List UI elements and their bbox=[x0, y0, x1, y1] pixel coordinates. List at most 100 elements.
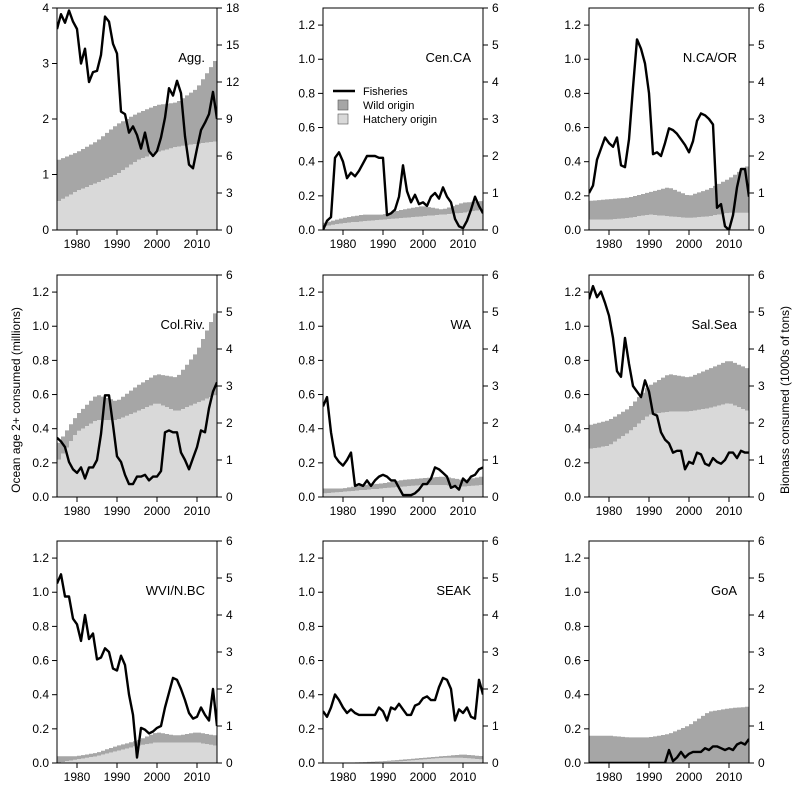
y-tick-label: 0.0 bbox=[564, 223, 581, 237]
y-tick-label: 0.6 bbox=[564, 654, 581, 668]
y-tick-label: 1.0 bbox=[298, 52, 315, 66]
x-tick-label: 1990 bbox=[636, 770, 663, 784]
fisheries-line bbox=[57, 381, 217, 486]
y-tick-label: 1.0 bbox=[564, 319, 581, 333]
y-tick-label: 0.0 bbox=[564, 490, 581, 504]
x-tick-label: 2000 bbox=[410, 504, 437, 518]
y2-tick-label: 5 bbox=[226, 571, 233, 585]
y2-tick-label: 12 bbox=[226, 75, 240, 89]
y-tick-label: 0.2 bbox=[564, 722, 581, 736]
wild-origin-area bbox=[589, 361, 749, 449]
legend-label: Hatchery origin bbox=[363, 114, 437, 126]
y-tick-label: 0.0 bbox=[564, 756, 581, 770]
wild-origin-area bbox=[57, 309, 217, 460]
y2-tick-label: 9 bbox=[226, 112, 233, 126]
panel-title: WA bbox=[451, 317, 472, 332]
panel-7: 0.0 0.2 0.4 0.6 0.8 1.0 1.2 0 1 2 3 4 5 6 1980 1990 2000… bbox=[32, 534, 233, 784]
y2-tick-label: 4 bbox=[758, 342, 765, 356]
y-tick-label: 1.2 bbox=[298, 551, 315, 565]
y2-tick-label: 4 bbox=[492, 342, 499, 356]
y2-tick-label: 5 bbox=[758, 571, 765, 585]
fisheries-line bbox=[57, 9, 217, 170]
panel-title: GoA bbox=[711, 583, 737, 598]
y2-tick-label: 1 bbox=[492, 186, 499, 200]
x-tick-label: 1980 bbox=[330, 504, 357, 518]
wild-origin-area bbox=[323, 754, 483, 763]
x-tick-label: 2010 bbox=[716, 770, 743, 784]
y-tick-label: 0.8 bbox=[564, 86, 581, 100]
y-tick-label: 0.2 bbox=[32, 722, 49, 736]
y-tick-label: 0.4 bbox=[564, 688, 581, 702]
y2-tick-label: 0 bbox=[492, 223, 499, 237]
x-tick-label: 1990 bbox=[636, 504, 663, 518]
x-tick-label: 2010 bbox=[716, 504, 743, 518]
y2-tick-label: 18 bbox=[226, 1, 240, 15]
area-group bbox=[589, 706, 749, 763]
y2-tick-label: 3 bbox=[492, 112, 499, 126]
y-tick-label: 1 bbox=[42, 168, 49, 182]
y-tick-label: 0.4 bbox=[298, 688, 315, 702]
y-tick-label: 0.4 bbox=[298, 155, 315, 169]
x-tick-label: 2000 bbox=[676, 237, 703, 251]
fisheries-line bbox=[589, 738, 749, 763]
x-tick-label: 1980 bbox=[596, 504, 623, 518]
y-tick-label: 0.6 bbox=[32, 388, 49, 402]
y-tick-label: 0.8 bbox=[298, 353, 315, 367]
y-tick-label: 1.2 bbox=[564, 285, 581, 299]
y2-tick-label: 0 bbox=[758, 490, 765, 504]
y-tick-label: 1.2 bbox=[564, 18, 581, 32]
y-tick-label: 0.0 bbox=[298, 223, 315, 237]
y-tick-label: 0.4 bbox=[564, 422, 581, 436]
x-tick-label: 1980 bbox=[330, 770, 357, 784]
hatchery-origin-area bbox=[323, 757, 483, 763]
y2-tick-label: 0 bbox=[492, 756, 499, 770]
y2-tick-label: 3 bbox=[492, 645, 499, 659]
legend-box-swatch bbox=[337, 99, 349, 111]
panel-3: 0.0 0.2 0.4 0.6 0.8 1.0 1.2 0 1 2 3 4 5 6 1980 1990 2000… bbox=[564, 1, 765, 251]
y2-tick-label: 1 bbox=[226, 719, 233, 733]
y-tick-label: 1.2 bbox=[298, 18, 315, 32]
y-tick-label: 3 bbox=[42, 57, 49, 71]
y-tick-label: 1.0 bbox=[298, 319, 315, 333]
y2-tick-label: 2 bbox=[758, 149, 765, 163]
y-tick-label: 1.0 bbox=[32, 585, 49, 599]
y-tick-label: 0.6 bbox=[32, 654, 49, 668]
legend-label: Fisheries bbox=[363, 86, 408, 98]
panel-frame bbox=[56, 540, 218, 764]
y-tick-label: 0.2 bbox=[564, 189, 581, 203]
x-tick-label: 1980 bbox=[64, 770, 91, 784]
ylabel-right: Biomass consumed (1000s of tons) bbox=[778, 306, 792, 494]
y-tick-label: 1.0 bbox=[298, 585, 315, 599]
y2-tick-label: 3 bbox=[226, 645, 233, 659]
y2-tick-label: 1 bbox=[226, 453, 233, 467]
panel-2: 0.0 0.2 0.4 0.6 0.8 1.0 1.2 0 1 2 3 4 5 6 1980 1990 2000… bbox=[298, 1, 499, 251]
panel-title: WVI/N.BC bbox=[146, 583, 205, 598]
y-tick-label: 1.0 bbox=[564, 585, 581, 599]
y2-tick-label: 3 bbox=[492, 379, 499, 393]
y-tick-label: 0.6 bbox=[298, 121, 315, 135]
panel-title: Col.Riv. bbox=[160, 317, 205, 332]
y2-tick-label: 6 bbox=[492, 268, 499, 282]
area-group bbox=[323, 476, 483, 497]
fisheries-line bbox=[323, 395, 483, 497]
area-group bbox=[589, 361, 749, 497]
y-tick-label: 0.0 bbox=[298, 490, 315, 504]
y-tick-label: 2 bbox=[42, 112, 49, 126]
wild-origin-area bbox=[589, 165, 749, 220]
x-tick-label: 2010 bbox=[184, 237, 211, 251]
y2-tick-label: 6 bbox=[226, 149, 233, 163]
legend-label: Wild origin bbox=[363, 100, 414, 112]
x-tick-label: 1980 bbox=[64, 504, 91, 518]
area-group bbox=[323, 201, 483, 230]
x-tick-label: 1980 bbox=[64, 237, 91, 251]
y2-tick-label: 6 bbox=[758, 534, 765, 548]
fisheries-line bbox=[323, 676, 483, 722]
y2-tick-label: 0 bbox=[492, 490, 499, 504]
x-tick-label: 2000 bbox=[410, 770, 437, 784]
wild-origin-area bbox=[589, 706, 749, 763]
legend-box-swatch bbox=[337, 113, 349, 125]
y2-tick-label: 4 bbox=[492, 608, 499, 622]
y-tick-label: 0.0 bbox=[32, 490, 49, 504]
